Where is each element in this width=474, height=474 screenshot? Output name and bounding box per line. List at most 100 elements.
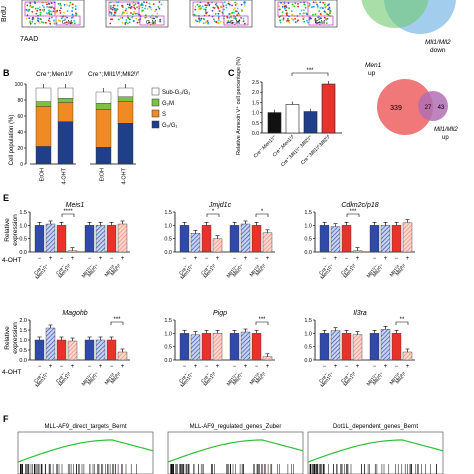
flow-dot [127, 16, 129, 19]
gene-oht-sign: + [384, 364, 388, 370]
flow-dot [319, 17, 322, 20]
flow-dot [28, 17, 31, 20]
flow-dot [234, 16, 237, 19]
flow-dot [157, 6, 160, 8]
gene-oht-sign: − [373, 256, 377, 262]
flow-dot [39, 11, 42, 14]
flow-dot [212, 6, 215, 9]
flow-dot [223, 1, 226, 3]
gene-bar [179, 225, 190, 253]
flow-dot [312, 13, 314, 16]
flow-dot [282, 18, 285, 21]
flow-gate-label: G₂M [146, 20, 156, 26]
venn-bottom-title-2: up [368, 70, 376, 77]
flow-dot [213, 20, 216, 23]
flow-dot [134, 12, 137, 15]
flow-dot [215, 21, 218, 24]
gene-bar [402, 222, 413, 253]
panel-c-sig-bracket [291, 72, 329, 76]
flow-dot [225, 6, 228, 9]
flow-dot [279, 8, 281, 11]
flow-dot [306, 21, 309, 24]
flow-dot [205, 21, 208, 23]
flow-gate-g2m [55, 15, 81, 26]
flow-dot [303, 20, 306, 23]
venn-top-circle-green [361, 0, 429, 28]
venn-bottom-circle-men1 [377, 79, 433, 135]
flow-dot [126, 3, 129, 6]
gene-bar [95, 225, 106, 253]
flow-dot [194, 19, 197, 22]
flow-dot [311, 6, 314, 8]
flow-dot [50, 13, 53, 16]
gene-y-tick-label: 1.0 [164, 331, 172, 337]
flow-dot [53, 22, 56, 25]
gene-bar [330, 226, 341, 253]
gene-oht-sign: − [205, 256, 209, 262]
flow-dot [110, 18, 112, 21]
gene-sig-bracket-right [255, 213, 269, 217]
flow-dot [240, 17, 243, 19]
flow-dot [71, 6, 74, 9]
flow-dot [25, 9, 28, 11]
flow-dot [303, 3, 306, 6]
gene-oht-sign: − [60, 364, 64, 370]
panel-c-y-tick-label: 0.5 [252, 121, 259, 127]
gene-oht-sign: − [373, 364, 377, 370]
gene-bar [352, 250, 363, 253]
flow-dot [32, 16, 34, 19]
flow-dot [316, 4, 319, 7]
venn-bottom: Men1 up 339 27 43 Mll1/Mll2 up [365, 62, 458, 141]
flow-dot [243, 22, 246, 25]
flow-dot [59, 12, 62, 14]
flow-dot [323, 10, 326, 13]
flow-dot [328, 6, 331, 9]
flow-dot [281, 11, 284, 14]
flow-dot [319, 13, 322, 15]
flow-dot [51, 16, 53, 19]
flow-dot [116, 4, 119, 7]
flow-dot [41, 4, 44, 7]
gsea-plot: MLL-AF9_direct_targets_Bernt [17, 424, 154, 474]
flow-dot [109, 6, 112, 9]
flow-dot [53, 21, 55, 23]
flow-dot [135, 17, 138, 20]
flow-dot [110, 12, 113, 14]
panel-c-bar [303, 111, 318, 134]
flow-dot [145, 1, 148, 4]
gene-y-tick-label: 1.0 [164, 223, 172, 229]
flow-dot [223, 8, 226, 11]
flow-dot [150, 8, 153, 11]
flow-dot [45, 21, 47, 24]
gene-bar [179, 333, 190, 361]
gene-bar [45, 223, 56, 253]
gsea-title: MLL-AF9_direct_targets_Bernt [44, 424, 126, 430]
gene-bar [34, 339, 45, 361]
flow-dot [322, 7, 324, 9]
flow-dot [141, 6, 144, 9]
flow-dot [329, 12, 331, 15]
gene-y-tick-label: 0.5 [304, 345, 312, 351]
flow-dot [159, 18, 162, 21]
flow-gate-s [108, 1, 140, 17]
flow-dot [142, 4, 144, 7]
gene-y-tick-label: 1.5 [164, 210, 172, 216]
gene-bar [84, 225, 95, 253]
panel-b-letter: B [3, 68, 10, 78]
gene-bar [229, 333, 240, 361]
gene-oht-sign: + [99, 256, 103, 262]
flow-dot [115, 8, 118, 11]
flow-dot [48, 20, 51, 23]
flow-dot [155, 8, 158, 11]
flow-dot [230, 20, 233, 23]
gene-oht-sign: − [233, 364, 237, 370]
flow-dot [233, 11, 235, 14]
flow-plot: G₂M [105, 0, 169, 28]
flow-dot [234, 7, 236, 9]
flow-dot [315, 21, 317, 24]
panel-b-title-left: Cre⁺;Men1ᶠ/ᶠ [36, 71, 73, 78]
flow-plot: G₂M [21, 0, 85, 28]
flow-dot [75, 12, 77, 15]
flow-dot [128, 3, 131, 5]
flow-dot [314, 13, 317, 16]
